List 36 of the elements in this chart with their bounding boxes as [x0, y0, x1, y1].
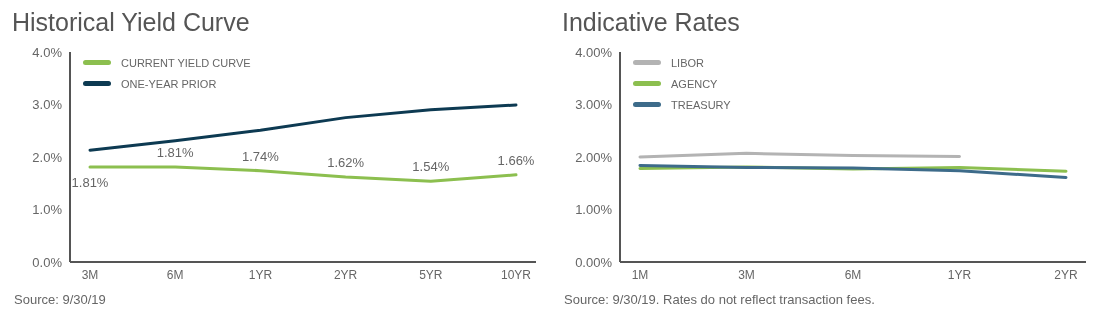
data-label: 1.81%: [71, 174, 109, 190]
x-tick-label: 3M: [738, 267, 755, 282]
x-tick-label: 1YR: [248, 267, 273, 282]
legend-label: AGENCY: [671, 77, 718, 90]
source-note: Source: 9/30/19: [13, 292, 107, 307]
y-tick-label: 1.00%: [575, 202, 613, 218]
x-tick-label: 3M: [81, 267, 99, 282]
data-label: 1.74%: [241, 148, 280, 164]
data-label: 1.66%: [497, 152, 535, 168]
x-tick-label: 6M: [844, 267, 862, 282]
data-label: 1.81%: [156, 144, 195, 160]
x-tick-label: 5YR: [419, 267, 443, 282]
y-tick-label: 4.0%: [32, 44, 63, 60]
x-tick-label: 6M: [166, 267, 184, 282]
legend-label: CURRENT YIELD CURVE: [121, 56, 251, 69]
chart-title: Indicative Rates: [561, 8, 741, 38]
legend-label: ONE-YEAR PRIOR: [121, 77, 217, 90]
x-tick-label: 2YR: [333, 267, 358, 282]
x-tick-label: 1M: [631, 267, 649, 282]
x-tick-label: 2YR: [1054, 267, 1079, 282]
source-note: Source: 9/30/19. Rates do not reflect transaction fees.: [563, 292, 876, 307]
y-tick-label: 1.0%: [32, 202, 63, 218]
legend-label: TREASURY: [671, 98, 731, 111]
y-tick-label: 0.0%: [32, 254, 63, 270]
y-tick-label: 0.00%: [575, 254, 613, 270]
y-tick-label: 4.00%: [575, 44, 613, 60]
y-tick-label: 2.0%: [32, 149, 63, 165]
y-tick-label: 3.00%: [575, 97, 613, 113]
y-tick-label: 3.0%: [32, 97, 63, 113]
data-label: 1.54%: [412, 159, 450, 175]
x-tick-label: 1YR: [947, 267, 972, 282]
chart-title: Historical Yield Curve: [11, 8, 251, 38]
data-label: 1.62%: [327, 154, 365, 170]
y-tick-label: 2.00%: [575, 149, 613, 165]
legend-label: LIBOR: [671, 56, 705, 69]
x-tick-label: 10YR: [500, 267, 532, 282]
